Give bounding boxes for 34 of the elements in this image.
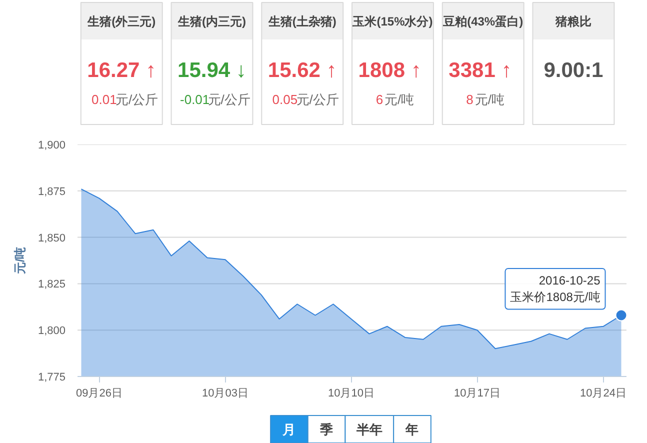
text: 16.27 ↑ — [87, 59, 156, 82]
y-tick-label: 1,875 — [38, 186, 66, 198]
y-axis-title: 元/吨 — [12, 246, 27, 276]
data-label: 0.05元/公斤 — [272, 92, 339, 107]
x-tick-label: 10月17日 — [454, 388, 500, 400]
data-label: 8元/吨 — [466, 92, 504, 107]
category-label: 半年 — [355, 422, 382, 437]
category-label: 月 — [282, 422, 296, 437]
x-tick-label: 09月26日 — [76, 388, 122, 400]
annotation: 2016-10-25 玉米价1808元/吨 — [510, 273, 601, 304]
category-label: 生猪(内三元) — [176, 14, 246, 28]
category-label: 玉米(15%水分) — [352, 14, 433, 28]
category-label: 年 — [404, 422, 419, 437]
data-label: 6元/吨 — [376, 92, 414, 107]
text: 9.00:1 — [544, 59, 604, 82]
category-label: 生猪(外三元) — [86, 14, 156, 28]
category-label: 豆粕(43%蛋白) — [442, 14, 524, 28]
text: 3381 ↑ — [448, 59, 512, 82]
category-label: 季 — [319, 422, 334, 437]
y-tick-label: 1,800 — [38, 325, 66, 338]
y-tick-label: 1,900 — [38, 140, 66, 152]
text: 15.62 ↑ — [268, 59, 337, 82]
category-label: 猪粮比 — [554, 14, 592, 28]
x-tick-label: 10月10日 — [328, 388, 374, 400]
category-label: 生猪(土杂猪) — [267, 14, 336, 28]
y-tick-label: 1,825 — [38, 278, 66, 291]
data-label: -0.01元/公斤 — [180, 92, 250, 107]
data-label: 0.01元/公斤 — [92, 92, 158, 107]
x-tick-label: 10月24日 — [580, 388, 626, 400]
y-tick-label: 1,775 — [38, 372, 66, 384]
text: 15.94 ↓ — [178, 59, 246, 82]
x-tick-label: 10月03日 — [202, 388, 248, 400]
y-tick-label: 1,850 — [38, 232, 66, 244]
text: 1808 ↑ — [358, 59, 422, 82]
